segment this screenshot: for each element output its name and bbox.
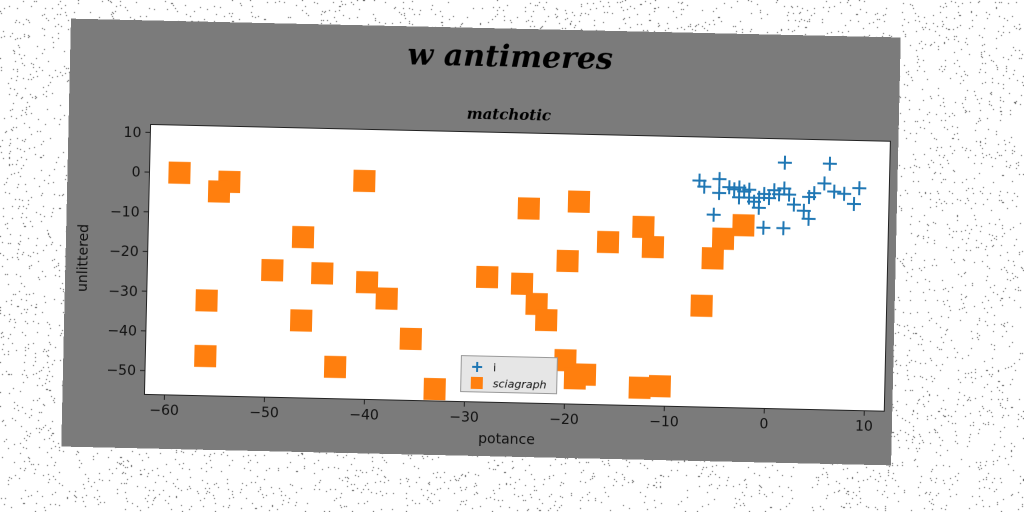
data-point-plus bbox=[751, 200, 766, 215]
legend-label-sciagraph: sciagraph bbox=[493, 377, 547, 391]
data-point-square bbox=[632, 215, 655, 239]
series-sciagraph bbox=[168, 161, 755, 401]
legend-marker-sciagraph bbox=[470, 376, 483, 390]
x-tick-label: 10 bbox=[855, 419, 873, 435]
axis-ticks: −60 −50 −40 −30 −20 −10 0 10 10 0 −10 −20 −30 −40 −50 bbox=[106, 125, 873, 435]
data-point-plus bbox=[756, 220, 771, 235]
data-point-square bbox=[556, 249, 579, 273]
chart-title: w antimeres bbox=[407, 37, 613, 77]
data-point-plus bbox=[796, 203, 811, 218]
x-tick-label: −30 bbox=[449, 409, 479, 426]
data-point-square bbox=[690, 294, 713, 318]
data-point-plus bbox=[807, 186, 822, 201]
chart-figure: w antimeres matchotic −60 −50 −40 −30 −20 −10… bbox=[61, 18, 901, 466]
scatter-chart: w antimeres matchotic −60 −50 −40 −30 −20 −10… bbox=[75, 37, 891, 448]
y-tick-label: −10 bbox=[110, 204, 140, 221]
data-point-square bbox=[195, 289, 218, 312]
y-tick-label: −50 bbox=[106, 363, 136, 380]
data-point-square bbox=[510, 272, 534, 296]
x-tick-label: −50 bbox=[249, 405, 279, 422]
data-point-square bbox=[534, 308, 558, 332]
legend-box bbox=[460, 355, 558, 395]
data-point-plus bbox=[777, 155, 792, 170]
y-tick-label: 10 bbox=[123, 125, 141, 141]
data-point-square bbox=[554, 349, 577, 372]
data-point-plus bbox=[817, 176, 832, 191]
x-tick-label: −10 bbox=[649, 414, 679, 431]
data-point-plus bbox=[837, 186, 852, 201]
legend-square-marker bbox=[470, 376, 483, 390]
series-i bbox=[692, 155, 867, 236]
data-point-square bbox=[648, 374, 672, 398]
data-point-square bbox=[423, 377, 446, 401]
data-point-square bbox=[355, 271, 379, 294]
data-point-plus bbox=[852, 181, 867, 196]
data-point-plus bbox=[846, 196, 861, 212]
data-point-plus bbox=[762, 191, 777, 206]
data-point-square bbox=[291, 225, 315, 249]
x-axis-label: potance bbox=[478, 431, 535, 448]
x-tick-label: 0 bbox=[759, 416, 768, 432]
data-point-square bbox=[289, 309, 313, 332]
data-point-square bbox=[596, 230, 620, 254]
plot-area bbox=[143, 123, 891, 412]
data-point-square bbox=[475, 265, 499, 289]
data-point-plus bbox=[827, 184, 842, 199]
y-tick-label: −20 bbox=[109, 244, 139, 261]
data-point-plus bbox=[706, 207, 721, 222]
data-point-square bbox=[261, 258, 284, 282]
data-point-plus bbox=[822, 156, 837, 171]
chart-legend[interactable]: i sciagraph bbox=[460, 355, 558, 395]
legend-label-i: i bbox=[493, 361, 496, 374]
data-point-square bbox=[375, 287, 398, 310]
legend-plus-marker bbox=[472, 361, 483, 372]
data-point-plus bbox=[801, 211, 816, 226]
data-point-plus bbox=[712, 185, 727, 201]
x-tick-label: −60 bbox=[149, 403, 179, 420]
y-axis-label: unlittered bbox=[75, 224, 93, 292]
y-tick-label: −40 bbox=[107, 323, 137, 340]
data-point-square bbox=[567, 190, 591, 213]
data-point-square bbox=[207, 180, 231, 203]
data-point-square bbox=[353, 169, 376, 193]
data-point-square bbox=[563, 367, 587, 390]
legend-marker-i bbox=[472, 361, 483, 372]
data-point-plus bbox=[712, 172, 727, 187]
data-point-plus bbox=[776, 221, 791, 236]
data-point-plus bbox=[697, 179, 712, 194]
data-point-square bbox=[323, 355, 347, 379]
data-point-square bbox=[701, 247, 724, 270]
data-point-square bbox=[517, 197, 541, 220]
data-point-square bbox=[194, 344, 217, 368]
data-point-square bbox=[711, 227, 735, 250]
data-point-square bbox=[732, 214, 755, 237]
chart-subtitle: matchotic bbox=[467, 105, 552, 125]
data-point-square bbox=[399, 327, 423, 351]
data-point-square bbox=[641, 235, 665, 259]
data-point-square bbox=[628, 376, 651, 400]
x-tick-label: −20 bbox=[549, 412, 579, 429]
x-tick-label: −40 bbox=[349, 407, 379, 424]
y-tick-label: −30 bbox=[108, 283, 138, 300]
data-point-square bbox=[168, 161, 191, 185]
y-tick-label: 0 bbox=[131, 165, 140, 181]
data-series bbox=[168, 155, 867, 401]
data-point-plus bbox=[742, 182, 757, 197]
data-point-square bbox=[311, 262, 334, 285]
data-point-plus bbox=[786, 197, 801, 212]
data-point-plus bbox=[782, 187, 797, 202]
